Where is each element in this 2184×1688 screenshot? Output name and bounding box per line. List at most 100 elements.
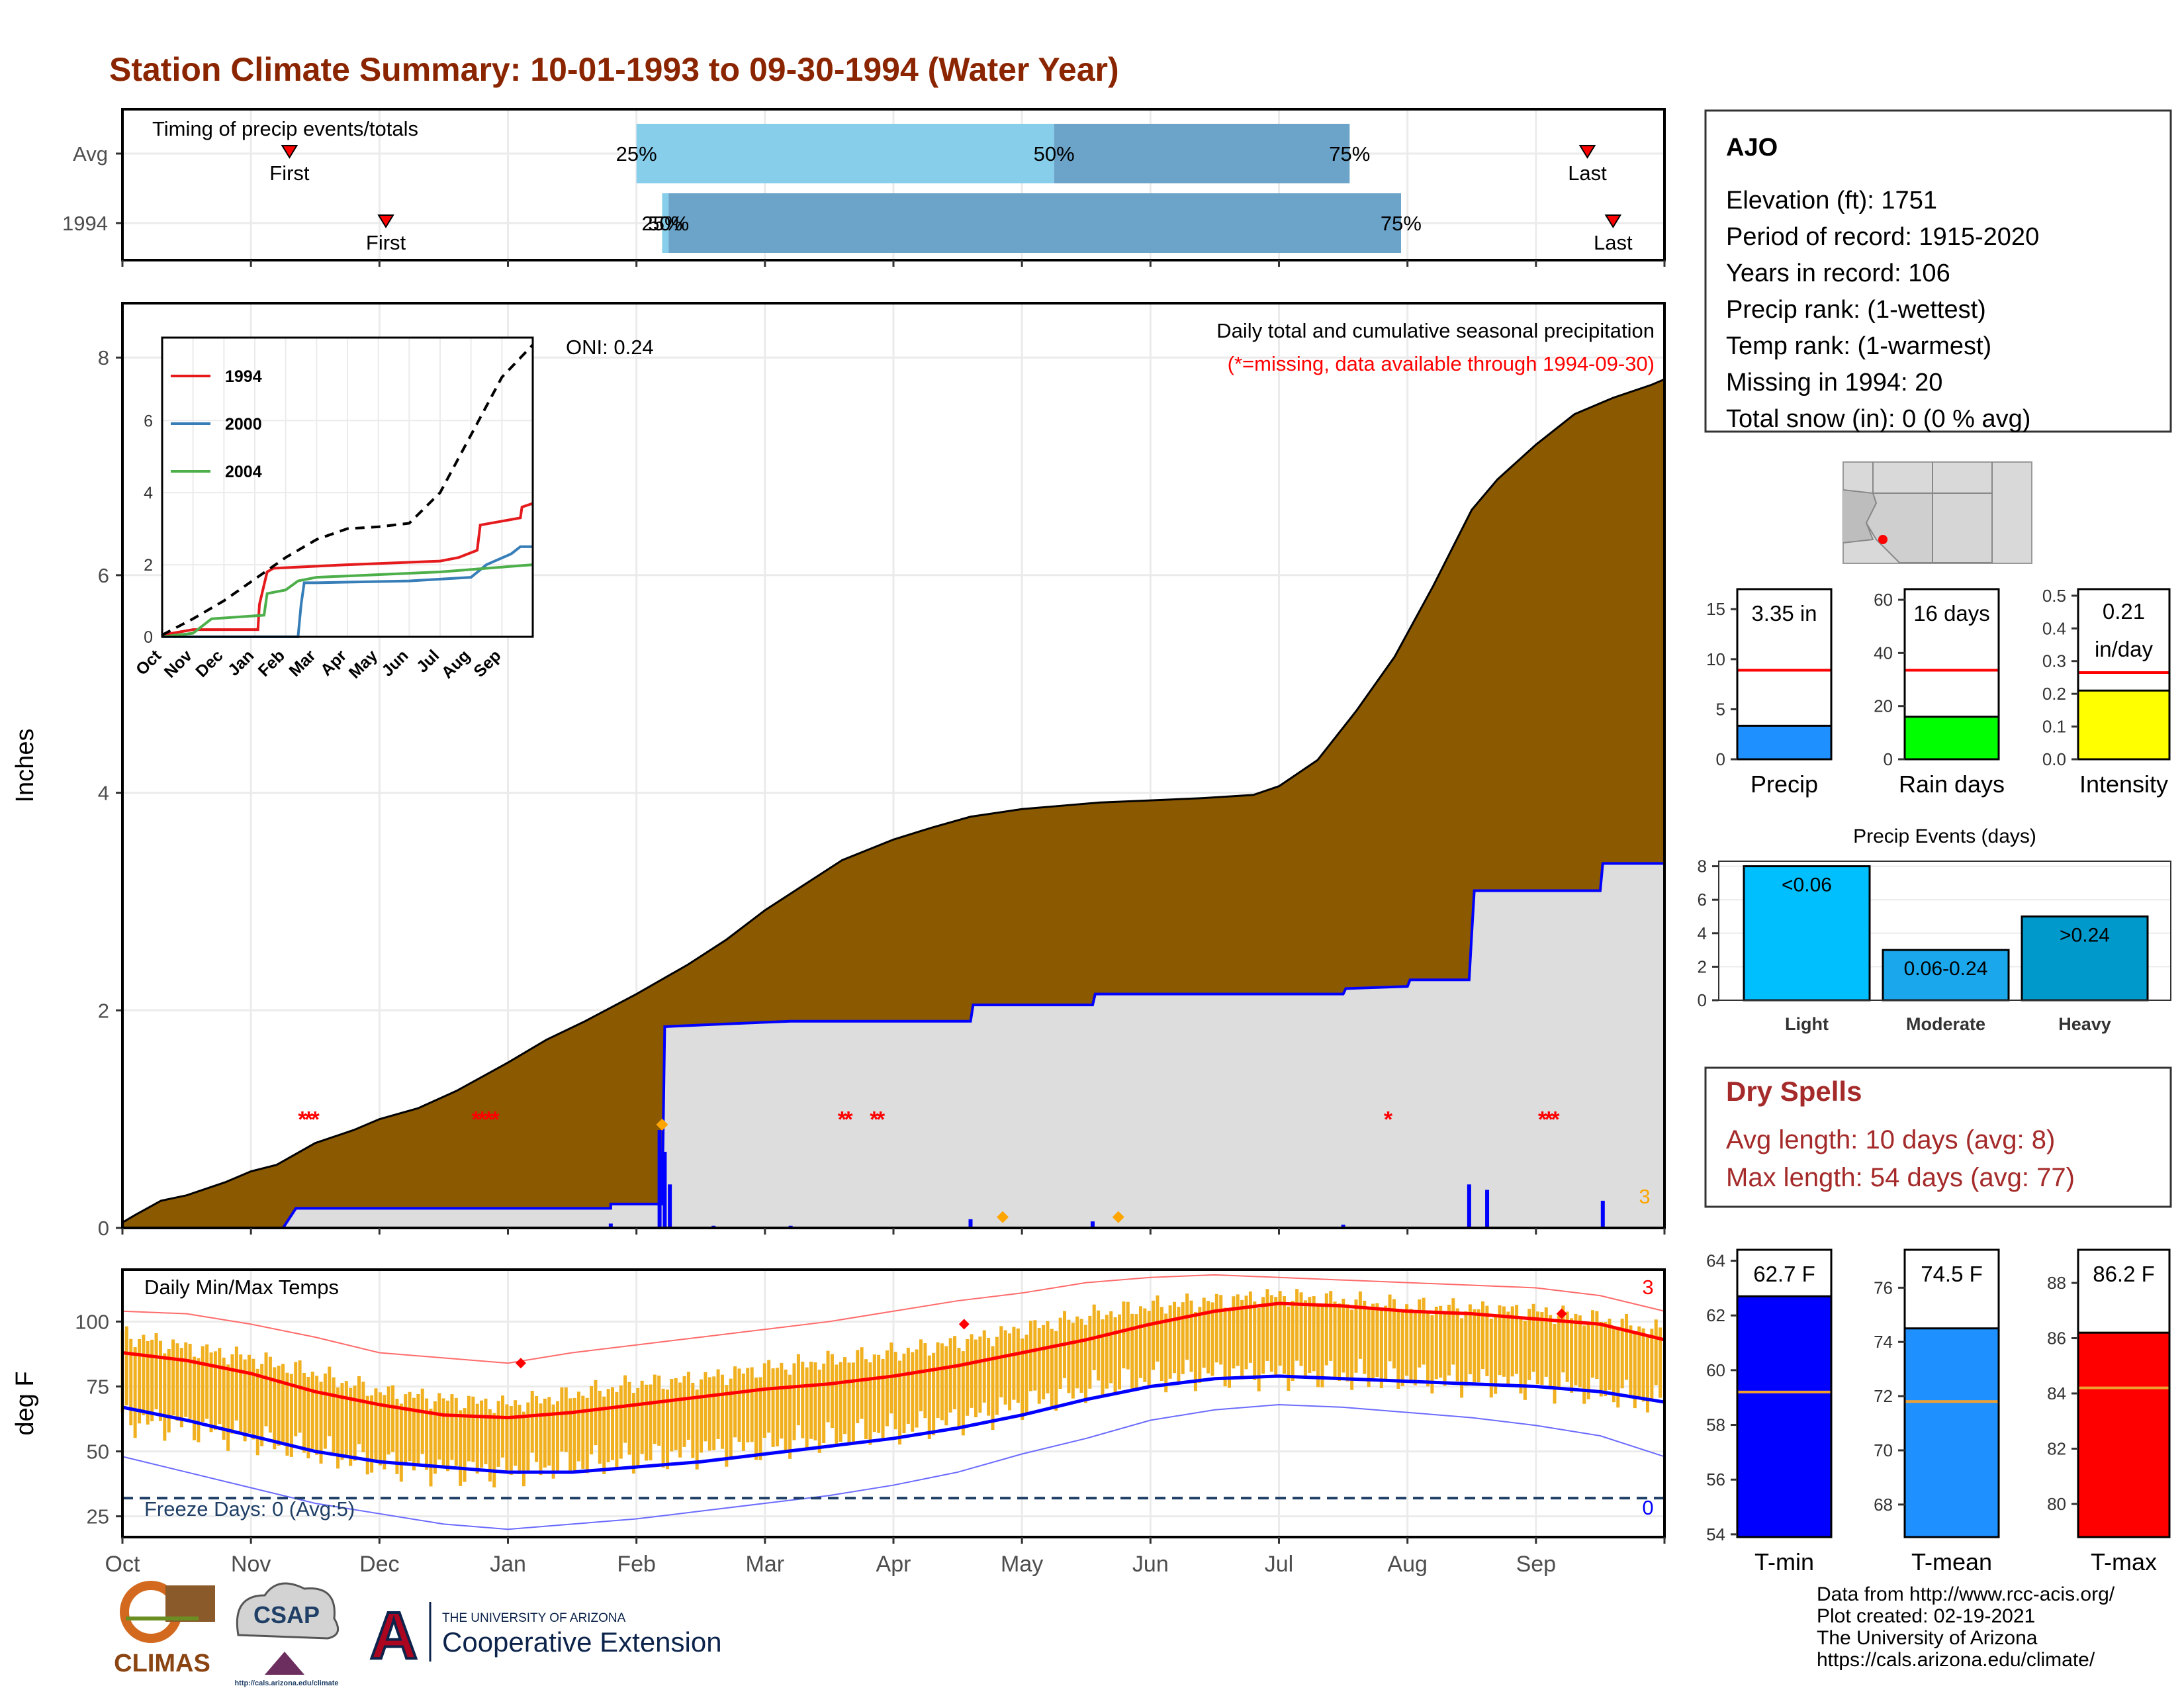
precip-y-tick-label: 0 bbox=[98, 1217, 109, 1240]
daily-temp-bar bbox=[226, 1364, 230, 1451]
last-marker bbox=[1578, 145, 1596, 159]
daily-temp-bar bbox=[1303, 1300, 1307, 1379]
climas-logo-text: CLIMAS bbox=[114, 1650, 210, 1677]
month-tick-label: Oct bbox=[105, 1552, 140, 1577]
events-category-label: Heavy bbox=[2058, 1014, 2111, 1034]
daily-temp-bar bbox=[484, 1398, 488, 1464]
station-info-box: AJO Elevation (ft): 1751 Period of record:… bbox=[1704, 109, 2172, 433]
daily-temp-bar bbox=[171, 1339, 175, 1416]
daily-temp-bar bbox=[877, 1354, 881, 1433]
daily-temp-bar bbox=[530, 1391, 534, 1453]
events-bar-label: >0.24 bbox=[2060, 924, 2110, 946]
first-label: First bbox=[366, 231, 406, 254]
daily-temp-bar bbox=[1379, 1310, 1383, 1389]
station-info-line: Years in record: 106 bbox=[1726, 259, 1950, 287]
daily-temp-bar bbox=[543, 1398, 547, 1468]
daily-temp-bar bbox=[966, 1338, 970, 1416]
t-min-y-tick-label: 60 bbox=[1706, 1360, 1725, 1380]
daily-temp-bar bbox=[902, 1353, 906, 1434]
t-mean-y-tick-label: 70 bbox=[1874, 1440, 1893, 1460]
intensity-bar bbox=[2077, 689, 2171, 761]
month-tick-label: May bbox=[1001, 1552, 1043, 1577]
daily-temp-bar bbox=[357, 1376, 361, 1444]
daily-temp-bar bbox=[193, 1356, 197, 1440]
daily-temp-bar bbox=[1405, 1304, 1409, 1376]
daily-temp-bar bbox=[1024, 1335, 1028, 1415]
daily-temp-bar bbox=[1447, 1304, 1451, 1376]
daily-temp-bar bbox=[1316, 1305, 1320, 1387]
daily-temp-bar bbox=[940, 1343, 944, 1421]
daily-temp-bar bbox=[970, 1334, 974, 1408]
daily-temp-bar bbox=[1219, 1295, 1223, 1365]
daily-temp-bar bbox=[1037, 1327, 1041, 1404]
intensity-y-tick-label: 0.2 bbox=[2042, 684, 2066, 704]
daily-temp-bar bbox=[822, 1363, 826, 1444]
daily-temp-bar bbox=[923, 1343, 927, 1419]
daily-temp-bar bbox=[1616, 1330, 1620, 1408]
daily-temp-bar bbox=[1012, 1327, 1016, 1400]
daily-temp-bar bbox=[569, 1398, 572, 1471]
daily-temp-bar bbox=[1097, 1310, 1101, 1381]
daily-precip-bar bbox=[668, 1184, 672, 1228]
daily-temp-bar bbox=[746, 1368, 750, 1442]
daily-temp-bar bbox=[150, 1339, 154, 1422]
daily-temp-bar bbox=[1367, 1309, 1371, 1387]
daily-temp-bar bbox=[813, 1362, 817, 1440]
record-temp-marker bbox=[515, 1358, 526, 1369]
daily-temp-bar bbox=[197, 1358, 201, 1442]
daily-temp-bar bbox=[251, 1358, 255, 1440]
daily-temp-bar bbox=[441, 1398, 445, 1468]
quartile-label: 25% bbox=[641, 212, 682, 235]
daily-temp-bar bbox=[645, 1384, 649, 1461]
daily-temp-bar bbox=[1561, 1305, 1565, 1373]
t-max-value-label: 86.2 F bbox=[2093, 1262, 2155, 1286]
daily-temp-bar bbox=[1354, 1299, 1358, 1373]
avg-tmax-line bbox=[122, 1301, 1665, 1420]
daily-temp-bar bbox=[1067, 1319, 1071, 1393]
daily-temp-bar bbox=[344, 1381, 348, 1456]
daily-temp-bar bbox=[919, 1339, 923, 1412]
daily-temp-bar bbox=[598, 1390, 602, 1464]
daily-temp-bar bbox=[1358, 1291, 1362, 1359]
daily-temp-bar bbox=[1291, 1301, 1295, 1382]
precip-total-category-label: Precip bbox=[1751, 771, 1818, 798]
missing-day-marker: * bbox=[870, 1107, 879, 1133]
daily-temp-bar bbox=[720, 1374, 724, 1449]
record-low-line bbox=[122, 1403, 1665, 1530]
daily-temp-bar bbox=[560, 1387, 564, 1452]
daily-temp-bar bbox=[501, 1395, 505, 1458]
rain-days-y-tick-label: 20 bbox=[1874, 696, 1893, 716]
precip-total-y-tick-label: 0 bbox=[1716, 749, 1725, 769]
daily-temp-bar bbox=[1071, 1323, 1075, 1399]
daily-precip-bar bbox=[1341, 1225, 1345, 1228]
daily-temp-bar bbox=[682, 1376, 686, 1447]
t-min-y-tick-label: 64 bbox=[1706, 1251, 1725, 1271]
daily-temp-bar bbox=[404, 1394, 408, 1466]
daily-temp-bar bbox=[167, 1348, 171, 1432]
last-label: Last bbox=[1594, 231, 1633, 254]
daily-temp-bar bbox=[336, 1387, 340, 1469]
daily-temp-bar bbox=[780, 1362, 784, 1439]
map-region-nm bbox=[1932, 492, 1993, 563]
avg-tmin-line bbox=[122, 1374, 1665, 1474]
daily-temp-bar bbox=[142, 1335, 146, 1416]
daily-temp-bar bbox=[893, 1352, 897, 1430]
daily-temp-bar bbox=[864, 1359, 868, 1439]
daily-temp-bar bbox=[209, 1352, 213, 1432]
daily-temp-bar bbox=[395, 1399, 399, 1474]
t-mean-y-tick-label: 74 bbox=[1874, 1332, 1893, 1352]
daily-temp-bar bbox=[700, 1379, 704, 1453]
daily-temp-bar bbox=[163, 1353, 167, 1441]
daily-temp-bar bbox=[306, 1376, 310, 1459]
daily-temp-bar bbox=[1570, 1318, 1574, 1393]
daily-temp-bar bbox=[661, 1388, 665, 1468]
daily-temp-bar bbox=[1130, 1313, 1134, 1390]
daily-temp-bar bbox=[725, 1385, 729, 1467]
daily-precip-bar bbox=[662, 1151, 667, 1228]
precip-total-y-tick-label: 5 bbox=[1716, 699, 1725, 719]
daily-temp-bar bbox=[378, 1392, 382, 1466]
daily-temp-bar bbox=[1138, 1306, 1142, 1378]
daily-temp-bar bbox=[273, 1367, 277, 1450]
daily-temp-bar bbox=[627, 1382, 631, 1455]
